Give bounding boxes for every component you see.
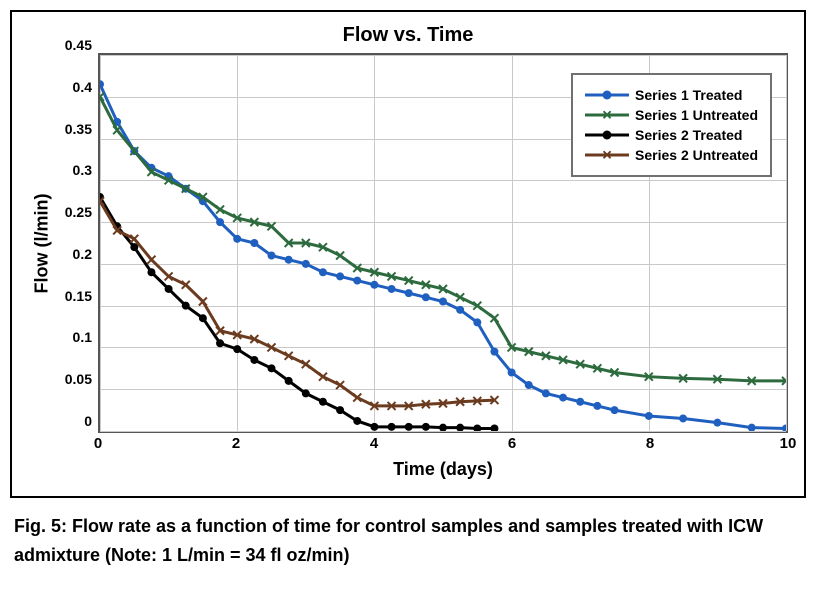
chart-title: Flow vs. Time [28,24,788,47]
series-marker [268,364,276,372]
y-axis-ticks: 00.050.10.150.20.250.30.350.40.45 [56,53,98,429]
series-marker [645,412,653,420]
series-marker [508,369,516,377]
x-axis-ticks: 0246810 [98,433,788,455]
series-marker [490,348,498,356]
series-marker [542,389,550,397]
series-marker [233,345,241,353]
series-marker [405,289,413,297]
series-marker [525,381,533,389]
y-axis-label: Flow (l/min) [32,193,53,293]
legend-item: Series 1 Treated [585,87,758,103]
legend-swatch: ✕ [585,149,629,161]
series-marker [611,406,619,414]
series-marker [165,285,173,293]
figure-caption: Fig. 5: Flow rate as a function of time … [10,512,806,570]
series-marker [250,239,258,247]
series-marker [319,398,327,406]
series-marker [490,424,498,431]
series-marker [302,389,310,397]
series-marker [285,256,293,264]
series-line [100,201,494,406]
series-marker [782,424,786,431]
series-marker [302,260,310,268]
x-axis-label: Time (days) [98,459,788,480]
legend-swatch: ✕ [585,109,629,121]
x-tick-label: 2 [232,435,240,452]
series-marker [370,281,378,289]
series-marker [353,417,361,425]
gridline-vertical [786,55,787,431]
series-marker [199,314,207,322]
series-marker [319,268,327,276]
legend-label: Series 2 Untreated [635,147,758,163]
series-marker [216,218,224,226]
series-marker [147,256,155,264]
series-marker [593,402,601,410]
series-marker [713,419,721,427]
series-marker [268,252,276,260]
series-marker [559,394,567,402]
series-marker [370,423,378,431]
legend: Series 1 Treated ✕ Series 1 Untreated Serie… [571,73,772,177]
y-axis-label-zone: Flow (l/min) [28,53,56,433]
series-marker [422,423,430,431]
series-marker [147,268,155,276]
series-marker [285,377,293,385]
legend-label: Series 2 Treated [635,127,742,143]
series-marker [473,318,481,326]
series-marker [182,302,190,310]
series-marker [100,80,104,88]
series-marker [250,356,258,364]
legend-label: Series 1 Untreated [635,107,758,123]
series-marker [422,293,430,301]
x-tick-label: 10 [780,435,797,452]
legend-swatch [585,129,629,141]
series-marker [388,285,396,293]
series-marker [233,235,241,243]
x-tick-label: 4 [370,435,378,452]
series-marker [336,406,344,414]
legend-item: ✕ Series 1 Untreated [585,107,758,123]
plot-row: Flow (l/min) 00.050.10.150.20.250.30.350… [28,53,788,433]
legend-swatch [585,89,629,101]
series-marker [748,424,756,431]
series-marker [439,297,447,305]
plot-area: Series 1 Treated ✕ Series 1 Untreated Serie… [98,53,788,433]
legend-item: ✕ Series 2 Untreated [585,147,758,163]
figure: Flow vs. Time Flow (l/min) 00.050.10.150… [10,10,806,570]
x-axis-row: 0246810 [28,433,788,455]
series-marker [216,339,224,347]
series-marker [405,423,413,431]
series-marker [576,398,584,406]
series-marker [388,423,396,431]
legend-item: Series 2 Treated [585,127,758,143]
legend-label: Series 1 Treated [635,87,742,103]
series-line [100,197,494,428]
series-marker [439,424,447,431]
x-tick-label: 0 [94,435,102,452]
gridline-horizontal [100,431,786,432]
series-marker [456,424,464,431]
chart-frame: Flow vs. Time Flow (l/min) 00.050.10.150… [10,10,806,498]
series-marker [473,424,481,431]
series-marker [456,306,464,314]
series-marker [353,277,361,285]
series-marker [336,272,344,280]
x-tick-label: 6 [508,435,516,452]
series-marker [679,414,687,422]
x-tick-label: 8 [646,435,654,452]
